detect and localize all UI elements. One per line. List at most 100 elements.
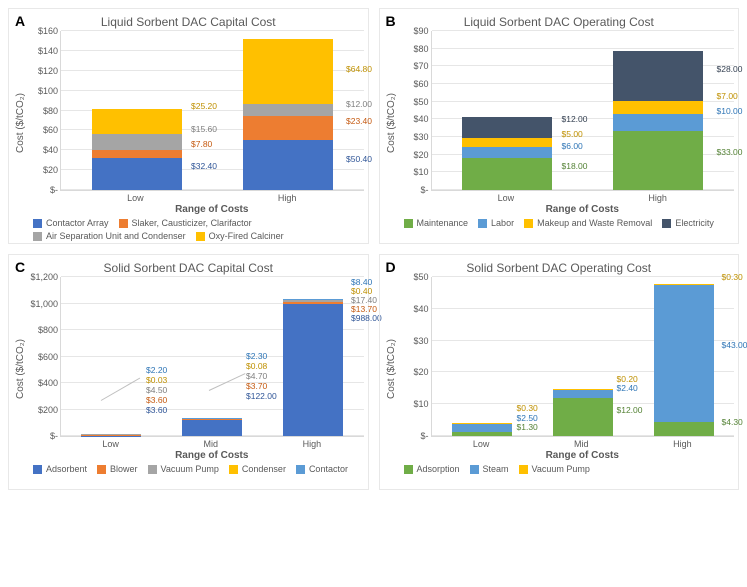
- x-tick: Low: [473, 439, 490, 449]
- data-label: $15.60: [191, 125, 217, 135]
- plot-wrap: Cost ($/tCO₂)$-$10$20$30$40$50$0.30$2.50…: [384, 277, 735, 461]
- y-tick: $100: [38, 86, 61, 96]
- y-tick: $60: [43, 125, 61, 135]
- data-label: $10.00: [717, 107, 743, 117]
- data-label: $2.40: [617, 384, 638, 394]
- legend-label: Adsorption: [417, 464, 460, 474]
- y-tick: $40: [43, 145, 61, 155]
- legend-swatch: [119, 219, 128, 228]
- bar-segment: [553, 390, 613, 398]
- x-labels: LowHigh: [60, 193, 364, 203]
- legend-item: Vacuum Pump: [519, 464, 590, 474]
- panel-letter: C: [15, 259, 25, 275]
- legend-label: Makeup and Waste Removal: [537, 218, 652, 228]
- bar-segment: [462, 147, 552, 158]
- chart-title: Solid Sorbent DAC Capital Cost: [13, 261, 364, 275]
- legend-label: Vacuum Pump: [532, 464, 590, 474]
- bar: [452, 423, 512, 436]
- plot-area: $-$20$40$60$80$100$120$140$160$25.20$15.…: [60, 31, 364, 191]
- x-tick: Low: [498, 193, 515, 203]
- legend-swatch: [296, 465, 305, 474]
- y-tick: $160: [38, 26, 61, 36]
- legend: MaintenanceLaborMakeup and Waste Removal…: [384, 218, 735, 228]
- y-tick: $20: [413, 367, 431, 377]
- legend-label: Electricity: [675, 218, 714, 228]
- legend-swatch: [148, 465, 157, 474]
- y-tick: $40: [413, 304, 431, 314]
- legend-swatch: [196, 232, 205, 241]
- panel-D: DSolid Sorbent DAC Operating CostCost ($…: [379, 254, 740, 490]
- x-labels: LowMidHigh: [60, 439, 364, 449]
- y-tick: $1,000: [30, 299, 61, 309]
- y-tick: $-: [420, 185, 431, 195]
- legend-label: Contactor: [309, 464, 348, 474]
- panel-letter: B: [386, 13, 396, 29]
- bar: [613, 51, 703, 190]
- plot-wrap: Cost ($/tCO₂)$-$10$20$30$40$50$60$70$80$…: [384, 31, 735, 215]
- y-tick: $-: [50, 185, 61, 195]
- legend-item: Condenser: [229, 464, 286, 474]
- x-axis-label: Range of Costs: [431, 450, 735, 461]
- y-tick: $60: [413, 79, 431, 89]
- bar-segment: [182, 420, 242, 436]
- y-tick: $800: [38, 325, 61, 335]
- legend-item: Labor: [478, 218, 514, 228]
- x-tick: Low: [102, 439, 119, 449]
- legend-item: Air Separation Unit and Condenser: [33, 231, 186, 241]
- y-tick: $10: [413, 167, 431, 177]
- bar: [553, 389, 613, 436]
- bar: [92, 109, 182, 190]
- data-label: $4.30: [722, 418, 743, 428]
- data-label: $28.00: [717, 65, 743, 75]
- data-label: $23.40: [346, 117, 372, 127]
- legend-swatch: [229, 465, 238, 474]
- legend-label: Adsorbent: [46, 464, 87, 474]
- y-tick: $90: [413, 26, 431, 36]
- bar: [462, 117, 552, 190]
- panel-C: CSolid Sorbent DAC Capital CostCost ($/t…: [8, 254, 369, 490]
- y-axis-label: Cost ($/tCO₂): [384, 277, 399, 461]
- legend-label: Oxy-Fired Calciner: [209, 231, 284, 241]
- bar-segment: [613, 114, 703, 132]
- data-label: $0.30: [722, 273, 743, 283]
- legend-label: Labor: [491, 218, 514, 228]
- y-tick: $140: [38, 46, 61, 56]
- y-tick: $600: [38, 352, 61, 362]
- y-tick: $40: [413, 114, 431, 124]
- bar-segment: [613, 131, 703, 190]
- legend-swatch: [404, 219, 413, 228]
- legend-item: Contactor: [296, 464, 348, 474]
- x-axis-label: Range of Costs: [431, 204, 735, 215]
- legend-swatch: [470, 465, 479, 474]
- data-label: $6.00: [562, 142, 583, 152]
- plot-wrap: Cost ($/tCO₂)$-$200$400$600$800$1,000$1,…: [13, 277, 364, 461]
- bar-segment: [452, 432, 512, 436]
- chart-title: Liquid Sorbent DAC Capital Cost: [13, 15, 364, 29]
- bars-container: [432, 277, 735, 436]
- bar-segment: [654, 285, 714, 423]
- legend-label: Blower: [110, 464, 138, 474]
- bar-segment: [92, 134, 182, 150]
- bar-segment: [613, 101, 703, 113]
- y-tick: $1,200: [30, 272, 61, 282]
- y-tick: $50: [413, 272, 431, 282]
- legend-item: Blower: [97, 464, 138, 474]
- data-label: $3.60: [146, 406, 167, 416]
- legend-label: Air Separation Unit and Condenser: [46, 231, 186, 241]
- x-tick: Low: [127, 193, 144, 203]
- x-axis-label: Range of Costs: [60, 204, 364, 215]
- panel-letter: D: [386, 259, 396, 275]
- x-tick: Mid: [203, 439, 218, 449]
- y-tick: $400: [38, 378, 61, 388]
- data-label: $33.00: [717, 148, 743, 158]
- legend: AdsorptionSteamVacuum Pump: [384, 464, 735, 474]
- y-tick: $-: [50, 431, 61, 441]
- legend-item: Vacuum Pump: [148, 464, 219, 474]
- legend-swatch: [662, 219, 671, 228]
- bar-segment: [462, 138, 552, 147]
- legend-item: Slaker, Causticizer, Clarifactor: [119, 218, 252, 228]
- legend-swatch: [404, 465, 413, 474]
- bar-segment: [92, 158, 182, 190]
- bar-segment: [462, 158, 552, 190]
- plot-area: $-$10$20$30$40$50$60$70$80$90$12.00$5.00…: [431, 31, 735, 191]
